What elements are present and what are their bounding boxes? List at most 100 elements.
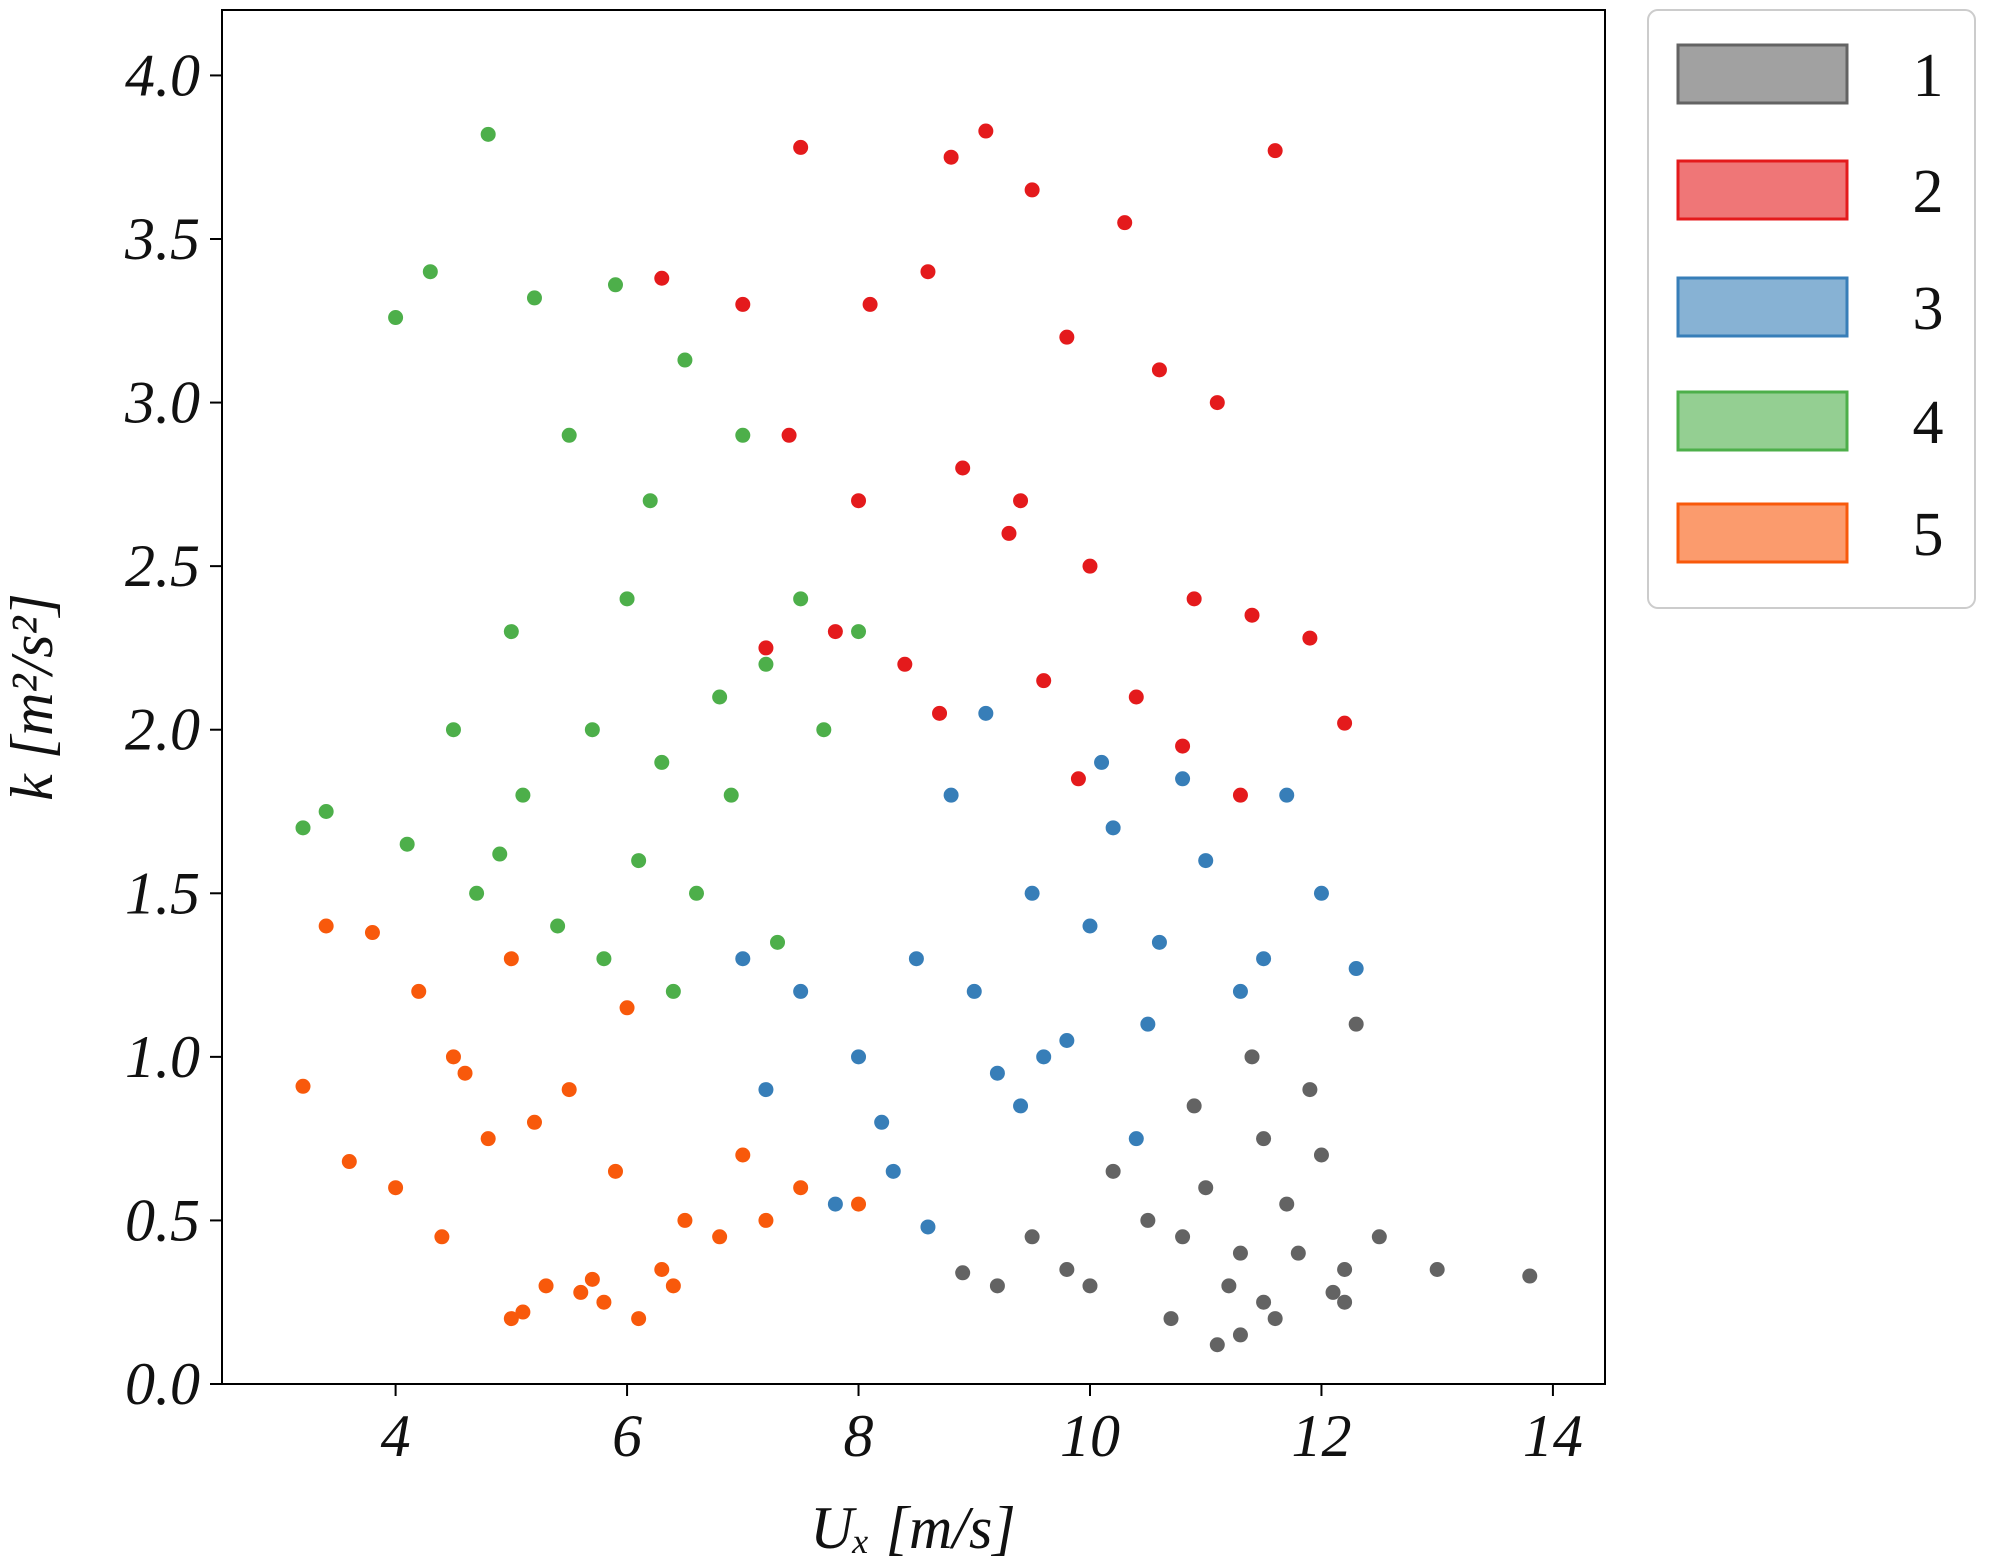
- point: [434, 1229, 450, 1245]
- point: [1151, 934, 1167, 950]
- point: [515, 787, 531, 803]
- point: [631, 853, 647, 869]
- point: [735, 1147, 751, 1163]
- point: [1209, 1337, 1225, 1353]
- point: [1105, 1163, 1121, 1179]
- point: [966, 983, 982, 999]
- point: [526, 1114, 542, 1130]
- point: [1163, 1311, 1179, 1327]
- point: [1059, 1262, 1075, 1277]
- point: [955, 460, 971, 476]
- point: [364, 925, 380, 941]
- point: [1313, 885, 1329, 901]
- point: [480, 1131, 496, 1147]
- point: [677, 1212, 693, 1228]
- point: [920, 264, 936, 280]
- point: [607, 1163, 623, 1179]
- point: [503, 624, 519, 640]
- point: [631, 1311, 647, 1327]
- point: [596, 951, 612, 967]
- point: [955, 1265, 971, 1281]
- legend-swatch: [1676, 43, 1849, 105]
- point: [295, 820, 311, 836]
- point: [677, 352, 693, 368]
- point: [735, 427, 751, 443]
- point: [607, 277, 623, 293]
- point: [469, 885, 485, 901]
- y-tick-label: 0.5: [125, 1187, 200, 1253]
- point: [1105, 820, 1121, 836]
- point: [885, 1163, 901, 1179]
- point: [1082, 1278, 1098, 1294]
- point: [480, 126, 496, 142]
- point: [654, 1262, 670, 1277]
- legend-swatch: [1676, 276, 1849, 338]
- point: [584, 722, 600, 738]
- point: [978, 705, 994, 721]
- y-tick-label: 3.0: [124, 370, 200, 436]
- point: [318, 804, 334, 819]
- point: [1117, 215, 1133, 231]
- x-tick-label: 6: [612, 1403, 642, 1469]
- point: [515, 1304, 531, 1320]
- point: [619, 1000, 635, 1016]
- point: [1337, 1294, 1353, 1310]
- point: [445, 722, 461, 738]
- point: [1175, 771, 1191, 787]
- point: [989, 1065, 1005, 1081]
- point: [561, 1082, 577, 1098]
- point: [943, 787, 959, 803]
- point: [1232, 983, 1248, 999]
- y-tick-label: 0.0: [125, 1351, 200, 1417]
- point: [503, 1311, 519, 1327]
- point: [1232, 1327, 1248, 1343]
- point: [318, 918, 334, 934]
- point: [1337, 715, 1353, 731]
- point: [1522, 1268, 1538, 1284]
- point: [793, 983, 809, 999]
- y-axis-label: k [m²/s²]: [0, 593, 65, 801]
- point: [862, 296, 878, 312]
- x-axis-label: Uₓ [m/s]: [810, 1495, 1015, 1561]
- point: [770, 934, 786, 950]
- point: [1082, 558, 1098, 574]
- point: [1175, 738, 1191, 754]
- point: [908, 951, 924, 967]
- point: [422, 264, 438, 280]
- point: [943, 149, 959, 165]
- point: [550, 918, 566, 934]
- x-tick-label: 8: [844, 1403, 874, 1469]
- y-tick-label: 2.5: [125, 533, 200, 599]
- plot-frame: [221, 9, 1606, 1385]
- x-tick-label: 14: [1523, 1403, 1583, 1469]
- point: [1175, 1229, 1191, 1245]
- point: [1256, 951, 1272, 967]
- point: [1337, 1262, 1353, 1277]
- point: [1024, 885, 1040, 901]
- point: [851, 493, 867, 509]
- x-tick-label: 4: [381, 1403, 411, 1469]
- point: [1198, 1180, 1214, 1196]
- legend-label: 2: [1913, 158, 1944, 226]
- point: [735, 951, 751, 967]
- point: [561, 427, 577, 443]
- legend-label: 1: [1913, 42, 1944, 110]
- point: [1267, 1311, 1283, 1327]
- legend-label: 5: [1913, 501, 1944, 569]
- point: [1094, 754, 1110, 770]
- x-tick-label: 10: [1060, 1403, 1120, 1469]
- point: [1313, 1147, 1329, 1163]
- point: [1036, 673, 1052, 689]
- point: [1140, 1016, 1156, 1032]
- point: [712, 1229, 728, 1245]
- point: [492, 846, 508, 862]
- point: [1302, 630, 1318, 646]
- point: [399, 836, 415, 852]
- point: [989, 1278, 1005, 1294]
- point: [388, 1180, 404, 1196]
- point: [793, 1180, 809, 1196]
- point: [978, 123, 994, 139]
- point: [1013, 1098, 1029, 1114]
- point: [1256, 1131, 1272, 1147]
- point: [1059, 1033, 1075, 1048]
